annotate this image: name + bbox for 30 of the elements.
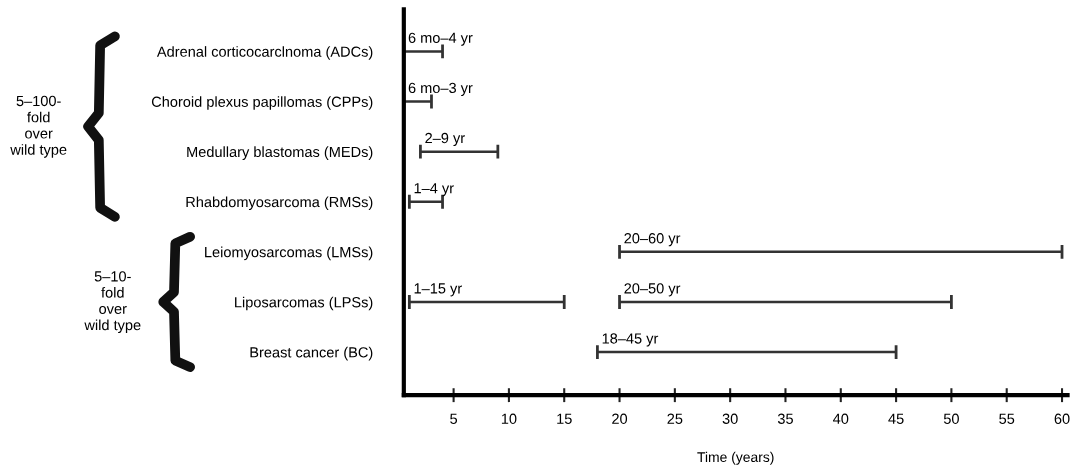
annotation: 20–60 yr	[624, 233, 681, 247]
y-tick-label: Rhabdomyosarcoma (RMSs)	[186, 196, 373, 211]
x-tick-label: 60	[1054, 413, 1070, 424]
y-tick-label: Medullary blastomas (MEDs)	[187, 146, 373, 160]
text: 5–10- fold over wild type	[84, 271, 141, 334]
x-tick-label: 45	[888, 413, 904, 424]
x-tick-label: 35	[777, 413, 793, 424]
x-tick-label: 15	[557, 413, 572, 424]
y-tick-label: Choroid plexus papillomas (CPPs)	[151, 96, 373, 110]
x-axis-title: Time (years)	[697, 451, 774, 465]
y-tick-label: Liposarcomas (LPSs)	[235, 296, 373, 311]
x-tick-label: 10	[501, 413, 517, 424]
x-tick-label: 55	[999, 413, 1015, 424]
annotation: 2–9 yr	[425, 132, 465, 147]
annotation: 1–15 yr	[414, 283, 462, 297]
text: 5–100- fold over wild type	[10, 95, 67, 158]
annotation: 6 mo–4 yr	[408, 32, 473, 46]
annotation: 20–50 yr	[624, 283, 681, 297]
x-tick-label: 20	[612, 413, 628, 424]
x-tick-label: 25	[667, 413, 683, 424]
x-tick-label: 5	[450, 413, 458, 424]
y-tick-label: Leiomyosarcomas (LMSs)	[205, 246, 373, 261]
annotation: 6 mo–3 yr	[408, 82, 473, 96]
y-tick-label: Adrenal corticocarclnoma (ADCs)	[156, 46, 373, 60]
annotation: 1–4 yr	[414, 183, 454, 197]
annotation: 18–45 yr	[602, 333, 659, 347]
x-tick-label: 50	[943, 413, 959, 424]
x-tick-label: 40	[833, 413, 849, 424]
y-tick-label: Breast cancer (BC)	[250, 346, 373, 361]
x-tick-label: 30	[722, 413, 738, 424]
